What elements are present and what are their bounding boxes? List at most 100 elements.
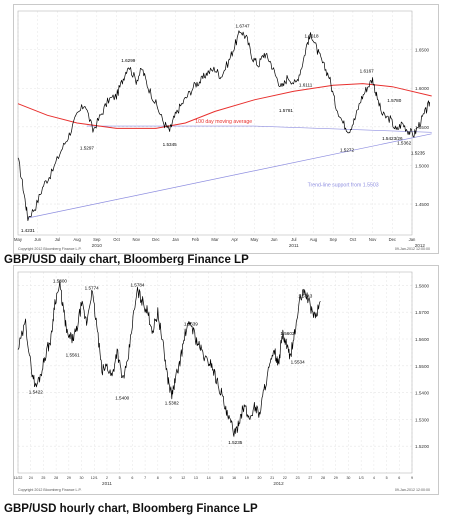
x-tick-label: May bbox=[250, 237, 259, 242]
value-label: 1.5561 bbox=[66, 352, 80, 357]
y-tick-label: 1.5200 bbox=[415, 444, 429, 449]
value-label: 1.6618 bbox=[304, 34, 318, 39]
value-label: 1.5400 bbox=[115, 396, 129, 401]
value-label: 1.5743 bbox=[298, 294, 312, 299]
x-tick-label: 25 bbox=[41, 476, 45, 480]
price-line bbox=[17, 279, 321, 437]
x-tick-label: Aug bbox=[73, 237, 81, 242]
y-tick-label: 1.6000 bbox=[415, 86, 429, 91]
year-label: 2012 bbox=[273, 481, 284, 486]
x-tick-label: 4 bbox=[373, 476, 375, 480]
x-tick-label: 13 bbox=[194, 476, 198, 480]
x-tick-label: 12/1 bbox=[91, 476, 98, 480]
copyright-footer: Copyright 2012 Bloomberg Finance L.P. bbox=[18, 488, 82, 492]
price-line bbox=[17, 30, 431, 222]
annotation: 100 day moving average bbox=[195, 119, 252, 125]
x-tick-label: Dec bbox=[389, 237, 396, 242]
x-tick-label: Jul bbox=[55, 237, 60, 242]
daily-chart: 1.4500 1.5000 1.5500 1.6000 1.6500 May Jun Jul A… bbox=[14, 10, 432, 251]
value-label: 1.6167 bbox=[360, 68, 374, 73]
year-label: 2011 bbox=[102, 481, 112, 486]
x-tick-label: Sep bbox=[329, 237, 337, 242]
x-tick-label: Aug bbox=[310, 237, 318, 242]
value-label: 1.5534 bbox=[291, 360, 305, 365]
x-tick-label: Nov bbox=[369, 237, 377, 242]
y-tick-label: 1.5300 bbox=[415, 417, 429, 422]
x-tick-label: Dec bbox=[152, 237, 159, 242]
x-tick-label: 2 bbox=[106, 476, 108, 480]
y-tick-label: 1.5700 bbox=[415, 310, 429, 315]
value-label: 1.5422 bbox=[29, 390, 43, 395]
x-tick-label: Apr bbox=[231, 237, 238, 242]
x-tick-label: 27 bbox=[308, 476, 312, 480]
x-tick-label: 20 bbox=[257, 476, 261, 480]
x-tick-label: Sep bbox=[93, 237, 101, 242]
x-tick-label: Feb bbox=[192, 237, 200, 242]
value-label: 1.5774 bbox=[85, 285, 99, 290]
year-label: 2011 bbox=[289, 243, 299, 248]
x-tick-label: 29 bbox=[334, 476, 338, 480]
value-label: 1.5382 bbox=[165, 400, 179, 405]
year-label: 2012 bbox=[415, 243, 426, 248]
y-tick-label: 1.5800 bbox=[415, 283, 429, 288]
value-label: 1.5423/26 bbox=[382, 136, 403, 141]
x-tick-label: 6 bbox=[398, 476, 400, 480]
y-tick-label: 1.5400 bbox=[415, 391, 429, 396]
x-tick-label: 11/22 bbox=[14, 476, 22, 480]
x-tick-label: Nov bbox=[132, 237, 140, 242]
x-tick-label: 6 bbox=[131, 476, 133, 480]
x-tick-label: 7 bbox=[144, 476, 146, 480]
timestamp-footer: 09-Jan-2012 12:00:00 bbox=[395, 488, 430, 492]
x-tick-label: 9 bbox=[411, 476, 413, 480]
x-tick-label: 30 bbox=[80, 476, 84, 480]
value-label: 1.5780 bbox=[387, 98, 401, 103]
trendline-support bbox=[27, 133, 432, 219]
y-tick-label: 1.5600 bbox=[415, 337, 429, 342]
y-tick-label: 1.5000 bbox=[415, 163, 429, 168]
y-tick-label: 1.5500 bbox=[415, 364, 429, 369]
x-tick-label: 28 bbox=[54, 476, 58, 480]
x-tick-label: 28 bbox=[321, 476, 325, 480]
x-tick-label: Jul bbox=[291, 237, 296, 242]
value-label: 1.5272 bbox=[340, 147, 354, 152]
x-tick-label: 9 bbox=[170, 476, 172, 480]
x-tick-label: Jan bbox=[409, 237, 416, 242]
x-tick-label: May bbox=[14, 237, 23, 242]
daily-chart-panel: 1.4500 1.5000 1.5500 1.6000 1.6500 May Jun Jul A… bbox=[13, 4, 439, 254]
value-label: 1.5781 bbox=[279, 108, 293, 113]
timestamp-footer: 09-Jan-2012 12:00:00 bbox=[395, 247, 430, 251]
lower-support-line bbox=[86, 125, 432, 133]
value-label: 1.5639 bbox=[184, 322, 198, 327]
x-tick-label: 5 bbox=[386, 476, 388, 480]
x-tick-label: 15 bbox=[219, 476, 223, 480]
value-label: 1.5362 bbox=[397, 141, 411, 146]
x-tick-label: 8 bbox=[157, 476, 159, 480]
x-tick-label: 21 bbox=[270, 476, 274, 480]
value-label: 1.5784 bbox=[130, 283, 144, 288]
x-tick-label: Jun bbox=[271, 237, 278, 242]
hourly-chart-panel: 1.5200 1.5300 1.5400 1.5500 1.5600 1.5700 1.58… bbox=[13, 265, 439, 495]
x-tick-label: 23 bbox=[296, 476, 300, 480]
x-tick-label: Mar bbox=[211, 237, 219, 242]
x-tick-label: 16 bbox=[232, 476, 236, 480]
x-tick-label: Jan bbox=[172, 237, 179, 242]
x-tick-label: 29 bbox=[67, 476, 71, 480]
daily-chart-caption: GBP/USD daily chart, Bloomberg Finance L… bbox=[4, 254, 249, 266]
x-tick-label: 12 bbox=[181, 476, 185, 480]
value-label: 1.5297 bbox=[80, 146, 94, 151]
plot-frame bbox=[17, 271, 413, 474]
value-label: 1.5345 bbox=[163, 142, 177, 147]
hourly-chart-caption: GBP/USD hourly chart, Bloomberg Finance … bbox=[4, 503, 258, 515]
value-label: 1.5603 bbox=[280, 331, 294, 336]
x-tick-label: Oct bbox=[113, 237, 120, 242]
value-label: 1.5235 bbox=[411, 150, 425, 155]
x-tick-label: 5 bbox=[119, 476, 121, 480]
value-label: 1.6747 bbox=[236, 24, 250, 29]
moving-average-line bbox=[17, 83, 432, 129]
x-tick-label: Oct bbox=[350, 237, 357, 242]
value-label: 1.4231 bbox=[21, 228, 35, 233]
x-tick-label: 30 bbox=[346, 476, 350, 480]
year-label: 2010 bbox=[92, 243, 103, 248]
x-tick-label: 14 bbox=[207, 476, 211, 480]
y-tick-label: 1.5500 bbox=[415, 125, 429, 130]
